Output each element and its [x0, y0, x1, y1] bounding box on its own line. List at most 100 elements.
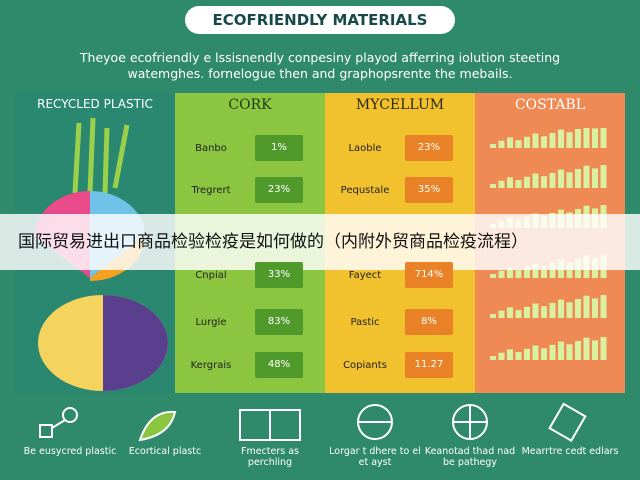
bar-decoration [507, 307, 513, 318]
row-value: 8% [405, 309, 453, 335]
bar-decoration [498, 352, 505, 360]
bar-decoration [541, 348, 547, 360]
bar-decoration [490, 356, 496, 360]
bar-decoration [549, 344, 556, 360]
bar-decoration [592, 298, 598, 318]
row-value: 83% [255, 309, 303, 335]
bar-decoration [490, 274, 496, 278]
bar-decoration [507, 349, 513, 360]
bar-decoration [575, 299, 581, 318]
bar-decoration [575, 169, 581, 188]
row-label: Pequstale [340, 185, 390, 196]
bar-decoration [583, 295, 590, 318]
bar-decoration [549, 132, 556, 148]
bar-decoration [490, 144, 496, 148]
icon-label: Be eusycred plastic [23, 446, 117, 457]
banner: 国际贸易进出口商品检验检疫是如何做的（内附外贸商品检疫流程） [0, 214, 640, 270]
bar-decoration [532, 345, 539, 360]
row-value: 35% [405, 177, 453, 203]
icons [39, 402, 587, 442]
bar-decoration [583, 337, 590, 360]
subtitle: Theyoe ecofriendly e lssisnendly conpesi… [79, 50, 561, 65]
bar-decoration [515, 270, 522, 278]
row-value: 714% [405, 262, 453, 288]
bar-decoration [600, 295, 607, 318]
column-heading: MYCELLUM [355, 97, 445, 113]
bar-decoration [541, 136, 547, 148]
bar-decoration [524, 306, 530, 318]
bar-decoration [524, 266, 530, 278]
bar-decoration [558, 169, 564, 188]
bar-decoration [549, 302, 556, 318]
bar-decoration [592, 168, 598, 188]
bar-decoration [549, 172, 556, 188]
row-label: Pastic [350, 317, 380, 328]
bar-decoration [583, 128, 590, 148]
bar-decoration [600, 337, 607, 360]
bar-decoration [507, 267, 513, 278]
bar-decoration [575, 341, 581, 360]
bar-decoration [532, 133, 539, 148]
bar-decoration [490, 314, 496, 318]
bar-decoration [541, 176, 547, 188]
row-value: 23% [255, 177, 303, 203]
bar-decoration [566, 132, 573, 148]
row-value: 48% [255, 352, 303, 378]
bar-decoration [592, 128, 598, 148]
bar-decoration [600, 165, 607, 188]
row-value: 33% [255, 262, 303, 288]
icon-label: Lorgar t dhere to el et ayst [329, 446, 421, 468]
bar-decoration [549, 262, 556, 278]
row-label: Laoble [348, 143, 382, 154]
bar-decoration [566, 302, 573, 318]
bar-decoration [558, 299, 564, 318]
row-label: Fayect [348, 270, 382, 281]
title: ECOFRIENDLY MATERIALS [185, 6, 455, 34]
bar-decoration [532, 303, 539, 318]
bar-decoration [490, 184, 496, 188]
icon-label: Ecortical plastc [128, 446, 202, 457]
row-label: Cnpial [195, 270, 227, 281]
bar-decoration [498, 310, 505, 318]
bar-decoration [515, 140, 522, 148]
bar-decoration [515, 352, 522, 360]
bar-decoration [507, 177, 513, 188]
row-value: 1% [255, 135, 303, 161]
bar-decoration [507, 137, 513, 148]
icon-label: Fmecters as perchling [240, 446, 299, 468]
subtitle: watemghes. fornelogue then and graphopsr… [127, 66, 513, 81]
bar-decoration [532, 263, 539, 278]
bar-decoration [558, 129, 564, 148]
bar-decoration [600, 128, 607, 148]
icon-label: Mearrtre cedt edlars [521, 446, 619, 457]
bar-decoration [541, 306, 547, 318]
row-value: 23% [405, 135, 453, 161]
row-label: Kergrais [190, 360, 232, 371]
bar-decoration [592, 340, 598, 360]
bar-decoration [575, 129, 581, 148]
bar-decoration [498, 140, 505, 148]
row-label: Lurgle [195, 317, 227, 328]
bar-decoration [541, 266, 547, 278]
bar-decoration [515, 310, 522, 318]
column-heading: RECYCLED PLASTIC [37, 97, 153, 111]
bar-decoration [566, 262, 573, 278]
bar-decoration [558, 341, 564, 360]
row-value: 11.27 [405, 352, 453, 378]
bar-decoration [498, 180, 505, 188]
bar-decoration [524, 348, 530, 360]
bar-decoration [566, 172, 573, 188]
bar-decoration [566, 344, 573, 360]
bar-decoration [583, 165, 590, 188]
bar-decoration [532, 173, 539, 188]
column-heading: CORK [228, 97, 272, 113]
icon-label: Keanotad thad nad be pathegy [424, 446, 516, 468]
bar-decoration [498, 270, 505, 278]
bar-decoration [524, 176, 530, 188]
row-label: Copiants [343, 360, 387, 371]
row-label: Tregrert [191, 185, 231, 196]
bar-decoration [515, 180, 522, 188]
column-heading: COSTABL [514, 97, 586, 113]
bar-decoration [524, 136, 530, 148]
